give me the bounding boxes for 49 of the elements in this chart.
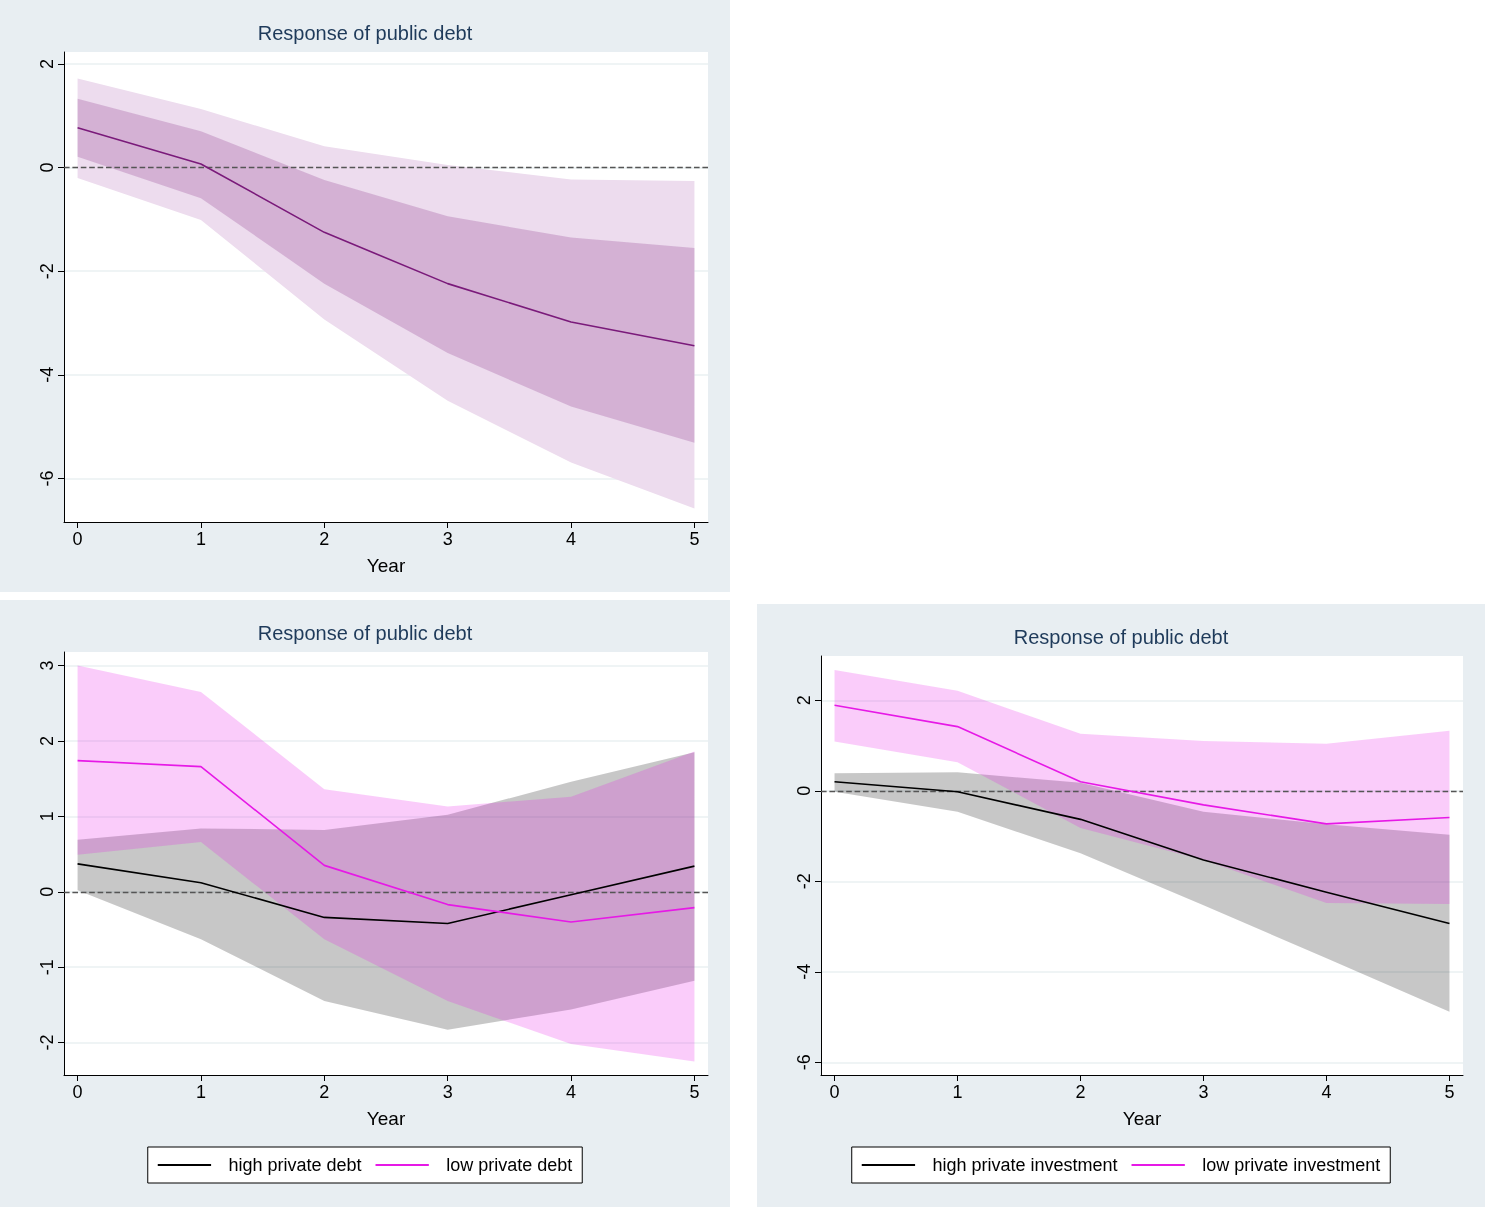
- x-tick-label: 4: [566, 1082, 577, 1102]
- line-series: [76, 759, 696, 923]
- y-tick-label: -6: [794, 1054, 814, 1071]
- x-tick-label: 1: [952, 1082, 963, 1102]
- x-tick-label: 0: [829, 1082, 840, 1102]
- x-tick-label: 5: [689, 1082, 700, 1102]
- line-series: [833, 704, 1451, 825]
- y-tick-label: -6: [37, 470, 57, 487]
- legend-label: high private investment: [932, 1155, 1118, 1175]
- x-axis-title: Year: [366, 1108, 406, 1129]
- y-tick-label: 2: [37, 58, 57, 69]
- y-tick-label: -2: [37, 263, 57, 280]
- x-tick-label: 0: [72, 1082, 83, 1102]
- legend-label: low private debt: [446, 1155, 573, 1175]
- chart-title: Response of public debt: [257, 22, 473, 44]
- x-tick-label: 3: [442, 529, 453, 549]
- x-tick-label: 2: [319, 1082, 330, 1102]
- y-tick-label: 0: [37, 162, 57, 173]
- chart-title: Response of public debt: [1013, 626, 1229, 648]
- x-axis-title: Year: [366, 555, 406, 576]
- y-tick-label: 2: [37, 735, 57, 746]
- y-tick-label: -2: [37, 1034, 57, 1051]
- y-tick-label: -4: [37, 366, 57, 383]
- x-tick-label: 2: [319, 529, 330, 549]
- y-tick-label: -4: [794, 963, 814, 980]
- y-tick-label: 1: [37, 811, 57, 822]
- x-tick-label: 1: [195, 529, 206, 549]
- x-tick-label: 0: [72, 529, 83, 549]
- x-tick-label: 5: [1444, 1082, 1455, 1102]
- y-tick-label: 0: [794, 785, 814, 796]
- line-series: [833, 780, 1451, 925]
- line-series: [76, 863, 696, 925]
- chart-title: Response of public debt: [257, 622, 473, 644]
- x-axis-title: Year: [1122, 1108, 1162, 1129]
- legend-label: low private investment: [1202, 1155, 1381, 1175]
- x-tick-label: 3: [442, 1082, 453, 1102]
- line-series: [76, 126, 696, 347]
- y-tick-label: 2: [794, 695, 814, 706]
- y-tick-label: 3: [37, 660, 57, 671]
- x-tick-label: 3: [1198, 1082, 1209, 1102]
- y-tick-label: -2: [794, 873, 814, 890]
- x-tick-label: 2: [1075, 1082, 1086, 1102]
- legend-label: high private debt: [228, 1155, 362, 1175]
- y-tick-label: -1: [37, 959, 57, 976]
- y-tick-label: 0: [37, 886, 57, 897]
- x-tick-label: 4: [566, 529, 577, 549]
- x-tick-label: 4: [1321, 1082, 1332, 1102]
- x-tick-label: 1: [195, 1082, 206, 1102]
- x-tick-label: 5: [689, 529, 700, 549]
